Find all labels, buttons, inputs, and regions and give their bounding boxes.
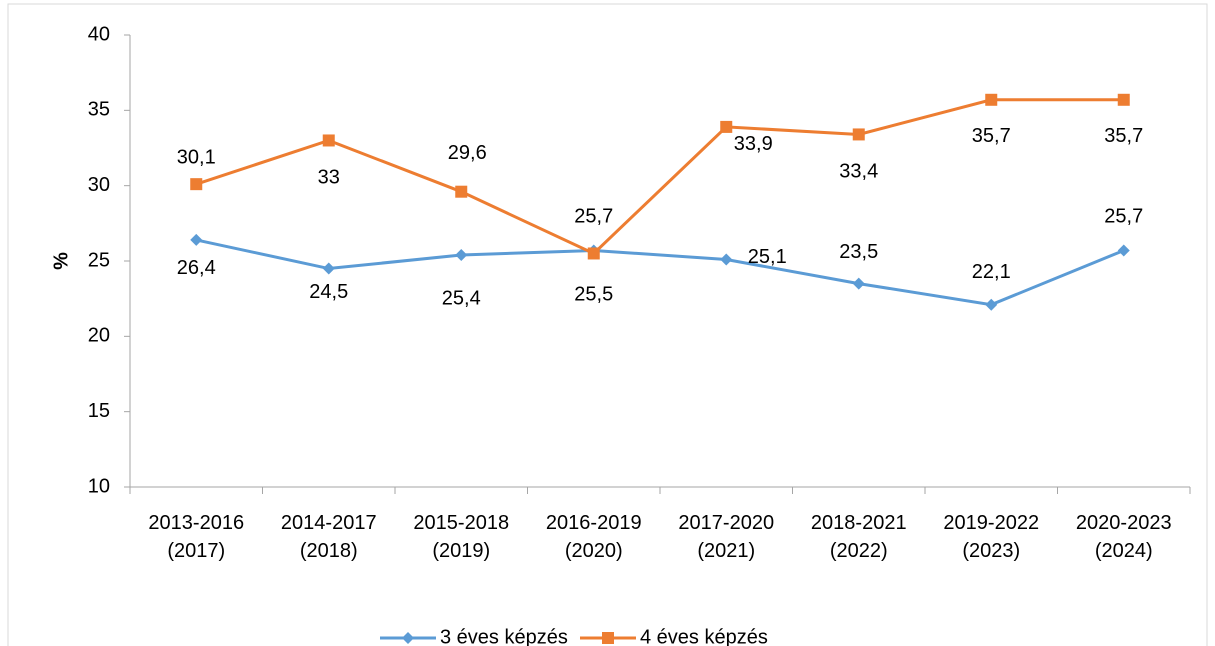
marker [402,632,414,644]
data-label: 22,1 [972,261,1011,283]
data-label: 25,5 [574,284,613,306]
marker [602,632,614,644]
x-tick-label: 2014-2017 (2018) [280,512,377,562]
marker [1117,93,1130,106]
marker [587,247,600,260]
y-tick-label: 25 [88,249,110,271]
data-label: 33 [318,167,340,189]
data-label: 33,4 [839,161,878,183]
marker [190,178,203,191]
data-label: 26,4 [177,257,216,279]
chart-border [7,3,1208,646]
data-label: 35,7 [972,125,1011,147]
x-tick-label: 2015-2018 (2019) [413,512,510,562]
data-label: 30,1 [177,146,216,168]
series-line [195,98,1124,256]
x-tick-label: 2018-2021 (2022) [810,512,907,562]
x-tick-label: 2017-2020 (2021) [678,512,775,562]
y-tick-label: 30 [88,174,110,196]
y-tick-label: 40 [88,23,110,45]
marker [455,185,468,198]
marker [1117,244,1130,257]
y-tick-label: 10 [88,475,110,497]
x-tick-label: 2020-2023 (2024) [1075,512,1172,562]
marker [322,262,335,275]
data-label: 24,5 [309,281,348,303]
y-axis-label: % [50,252,72,270]
y-tick-label: 35 [88,99,110,121]
marker [720,120,733,133]
marker [322,134,335,147]
data-label: 25,1 [748,246,787,268]
legend-label: 3 éves képzés [440,626,568,646]
data-label: 29,6 [448,142,487,164]
marker [852,277,865,290]
x-tick-label: 2019-2022 (2023) [943,512,1040,562]
legend-label: 4 éves képzés [640,626,768,646]
x-tick-label: 2013-2016 (2017) [148,512,245,562]
marker [985,298,998,311]
series-line [195,238,1125,307]
marker [455,248,468,261]
marker [852,128,865,141]
marker [190,233,203,246]
data-label: 25,7 [574,206,613,228]
data-label: 23,5 [839,241,878,263]
marker [720,253,733,266]
x-tick-label: 2016-2019 (2020) [545,512,642,562]
y-tick-label: 15 [88,400,110,422]
y-tick-label: 20 [88,325,110,347]
data-label: 33,9 [734,133,773,155]
marker [985,93,998,106]
data-label: 25,4 [442,287,481,309]
data-label: 25,7 [1104,206,1143,228]
data-label: 35,7 [1104,125,1143,147]
